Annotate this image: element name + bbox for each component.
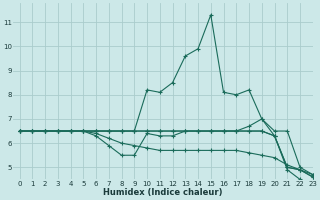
X-axis label: Humidex (Indice chaleur): Humidex (Indice chaleur) xyxy=(103,188,223,197)
